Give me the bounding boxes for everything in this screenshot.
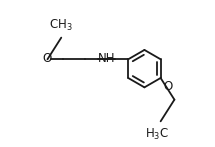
Text: NH: NH [98, 52, 115, 65]
Text: CH$_3$: CH$_3$ [49, 18, 73, 33]
Text: O: O [43, 52, 52, 65]
Text: O: O [163, 80, 172, 93]
Text: H$_3$C: H$_3$C [145, 127, 169, 142]
